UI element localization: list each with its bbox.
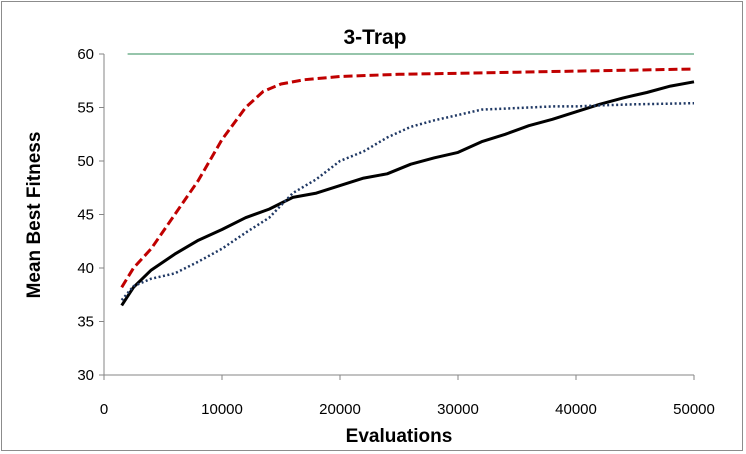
y-tick-label: 60 bbox=[77, 46, 94, 63]
y-axis-title: Mean Best Fitness bbox=[24, 132, 45, 299]
x-tick-label: 10000 bbox=[201, 401, 243, 418]
x-tick-label: 20000 bbox=[319, 401, 361, 418]
y-tick-label: 55 bbox=[77, 100, 94, 117]
x-tick-label: 0 bbox=[100, 401, 108, 418]
y-tick-label: 40 bbox=[77, 260, 94, 277]
y-tick-label: 35 bbox=[77, 314, 94, 331]
series-group bbox=[120, 53, 695, 307]
chart-title: 3-Trap bbox=[343, 26, 406, 49]
series-line-2 bbox=[120, 101, 695, 301]
series-line-0 bbox=[120, 80, 695, 307]
x-tick-label: 30000 bbox=[437, 401, 479, 418]
series-line-1 bbox=[120, 67, 695, 289]
y-tick-label: 45 bbox=[77, 207, 94, 224]
x-tick-label: 40000 bbox=[555, 401, 597, 418]
y-tick-label: 30 bbox=[77, 367, 94, 384]
axes: 30 35 40 45 50 55 60 0 10000 20000 30000 40000 50000 bbox=[77, 46, 715, 418]
x-axis-title: Evaluations bbox=[346, 426, 453, 447]
x-tick-label: 50000 bbox=[673, 401, 715, 418]
y-tick-label: 50 bbox=[77, 153, 94, 170]
